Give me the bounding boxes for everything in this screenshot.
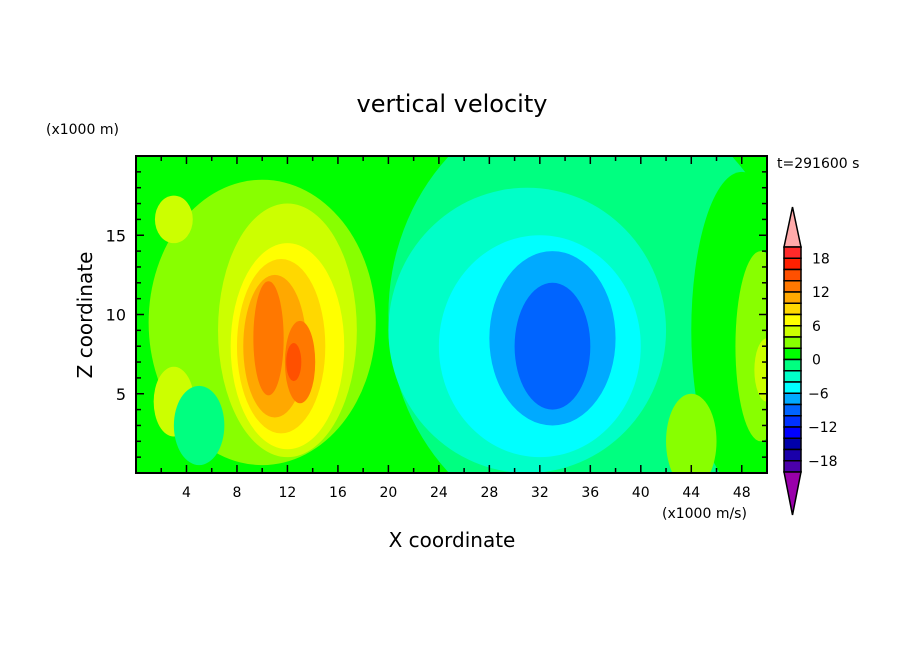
colorbar-swatch (783, 358, 802, 372)
colorbar-tick-label: −18 (808, 454, 838, 470)
x-tick-label: 44 (682, 485, 700, 501)
colorbar-swatch (783, 381, 802, 394)
x-tick-label: 32 (531, 485, 549, 501)
colorbar-swatch (783, 437, 802, 451)
chart-title: vertical velocity (357, 90, 548, 118)
colorbar-swatch (783, 392, 802, 406)
colorbar-tick-label: 0 (812, 353, 821, 369)
colorbar-swatch (783, 302, 802, 316)
x-tick-label: 4 (182, 485, 191, 501)
colorbar-swatch (783, 347, 802, 361)
contour-region (253, 281, 284, 396)
time-label: t=291600 s (777, 156, 859, 172)
colorbar-swatch (783, 403, 802, 417)
colorbar-tick-label: 6 (812, 319, 821, 335)
colorbar-tick-label: 18 (812, 251, 830, 267)
x-tick-label: 28 (480, 485, 498, 501)
colorbar-unit-label: (x1000 m/s) (662, 506, 747, 522)
x-axis-label: X coordinate (389, 528, 516, 552)
x-tick-labels: 4 8 12 16 20 24 28 32 36 40 44 48 (182, 485, 751, 501)
y-tick-labels: 5 10 15 (106, 226, 126, 404)
colorbar: 18 12 6 0 −6 −12 −18 (783, 206, 838, 516)
colorbar-swatch (783, 280, 802, 293)
x-tick-label: 8 (232, 485, 241, 501)
colorbar-swatch (783, 370, 802, 383)
colorbar-swatch (783, 325, 802, 338)
colorbar-swatch (783, 257, 802, 271)
x-tick-label: 24 (430, 485, 448, 501)
contour-region (286, 343, 302, 382)
colorbar-swatch (783, 415, 802, 428)
contour-region (514, 282, 591, 410)
y-axis-label: Z coordinate (73, 252, 97, 379)
contour-field (136, 156, 767, 473)
x-tick-label: 40 (632, 485, 650, 501)
colorbar-swatch (783, 426, 802, 439)
colorbar-swatch (783, 246, 802, 259)
x-tick-label: 48 (733, 485, 751, 501)
y-tick-label: 10 (106, 306, 126, 325)
axis-ticks (136, 156, 767, 473)
colorbar-swatch (783, 448, 802, 462)
x-tick-label: 36 (581, 485, 599, 501)
colorbar-tick-label: −6 (808, 386, 829, 402)
y-tick-label: 15 (106, 226, 126, 245)
y-unit-label: (x1000 m) (46, 122, 119, 138)
contour-region (173, 385, 225, 466)
x-tick-label: 16 (329, 485, 347, 501)
colorbar-swatch (783, 313, 802, 327)
colorbar-swatch (783, 291, 802, 304)
x-tick-label: 20 (379, 485, 397, 501)
x-tick-label: 12 (279, 485, 297, 501)
colorbar-under-triangle (783, 471, 802, 516)
contour-region (666, 393, 717, 473)
colorbar-swatch (783, 460, 802, 473)
colorbar-swatch (783, 336, 802, 349)
contour-region (154, 195, 193, 244)
y-tick-label: 5 (116, 385, 126, 404)
colorbar-tick-label: 12 (812, 285, 830, 301)
colorbar-over-triangle (783, 206, 802, 248)
contour-region (754, 338, 767, 402)
colorbar-swatch (783, 268, 802, 282)
colorbar-tick-label: −12 (808, 420, 838, 436)
